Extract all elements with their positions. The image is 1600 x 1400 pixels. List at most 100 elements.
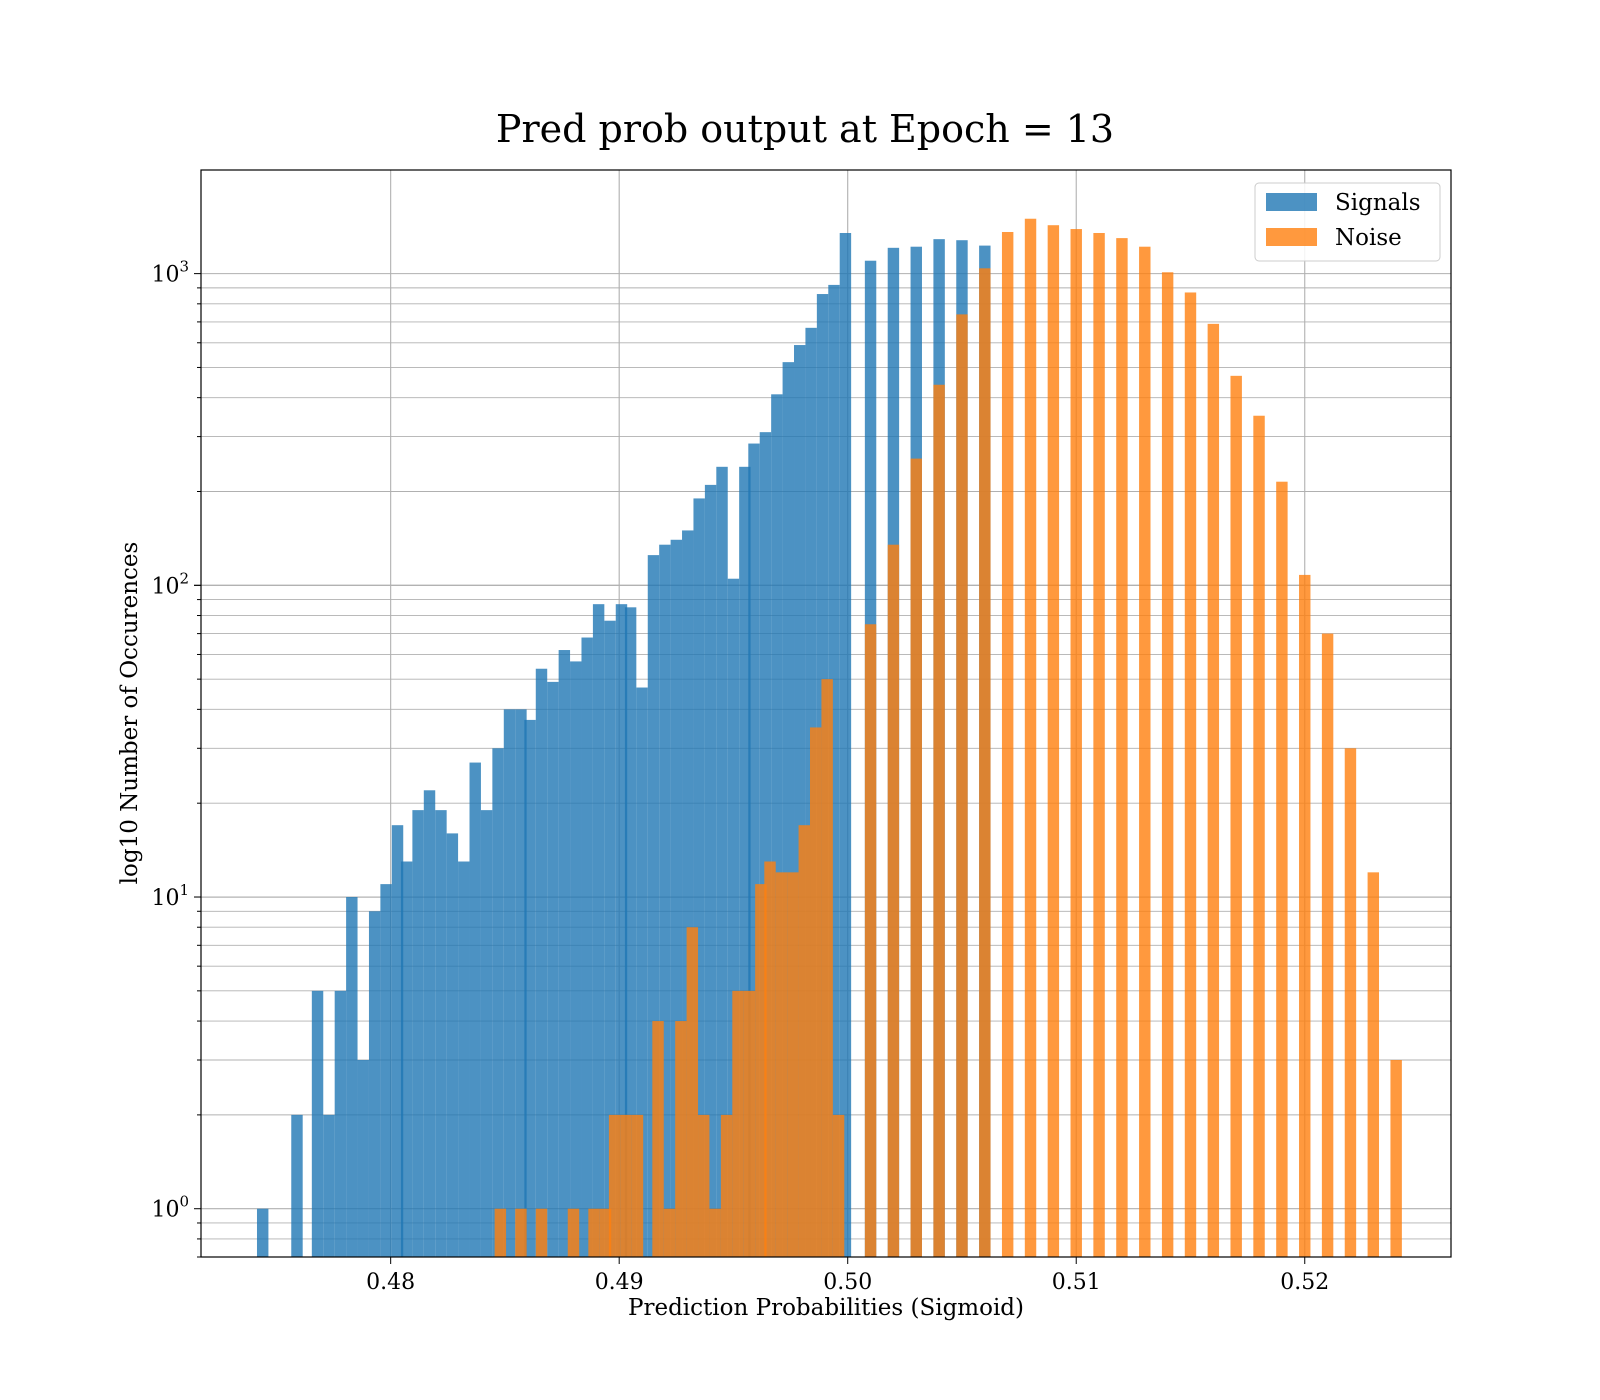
bar-noise xyxy=(675,1021,687,1257)
bar-noise xyxy=(1070,229,1082,1258)
chart-title: Pred prob output at Epoch = 13 xyxy=(496,107,1114,151)
bar-signals xyxy=(458,861,470,1257)
bar-noise xyxy=(515,1208,527,1257)
x-tick-label: 0.49 xyxy=(595,1270,644,1295)
bar-noise xyxy=(743,990,756,1257)
y-axis-label: log10 Number of Occurences xyxy=(117,542,143,885)
legend-swatch-noise xyxy=(1266,228,1317,246)
bar-signals xyxy=(624,607,637,1257)
bar-noise xyxy=(1001,231,1014,1257)
series-noise xyxy=(494,218,1402,1258)
bar-signals xyxy=(771,394,783,1257)
bar-noise xyxy=(494,1208,507,1257)
legend: Signals Noise xyxy=(1254,182,1441,262)
bar-signals xyxy=(446,833,459,1257)
bar-signals xyxy=(739,466,751,1258)
bar-signals xyxy=(716,466,728,1258)
bar-noise xyxy=(1024,218,1037,1257)
bar-noise xyxy=(979,268,991,1257)
bar-signals xyxy=(604,620,616,1257)
bar-noise xyxy=(535,1208,548,1257)
y-tick-label: 102 xyxy=(151,569,189,599)
y-tick-exponent: 2 xyxy=(179,569,189,587)
y-tick-base: 10 xyxy=(151,886,179,911)
bar-signals xyxy=(647,555,660,1257)
bar-noise xyxy=(1367,872,1380,1257)
bar-signals xyxy=(659,544,671,1257)
bar-noise xyxy=(698,1114,710,1257)
bar-signals xyxy=(412,810,424,1257)
bar-signals xyxy=(615,604,628,1257)
bar-signals xyxy=(368,911,381,1257)
bar-noise xyxy=(652,1021,664,1257)
bar-noise xyxy=(832,1114,845,1257)
y-tick-base: 10 xyxy=(151,1198,179,1223)
bar-noise xyxy=(1230,375,1242,1257)
bar-noise xyxy=(608,1114,621,1257)
bar-signals xyxy=(794,345,806,1257)
y-tick-exponent: 0 xyxy=(179,1193,189,1211)
bar-noise xyxy=(1093,232,1105,1257)
bar-noise xyxy=(1139,246,1151,1258)
bar-signals xyxy=(380,884,392,1257)
bar-signals xyxy=(391,825,404,1257)
bar-noise xyxy=(1321,633,1334,1257)
bar-signals xyxy=(592,604,605,1257)
bar-noise xyxy=(956,314,968,1258)
x-tick-label: 0.51 xyxy=(1052,1270,1101,1295)
bar-noise xyxy=(686,927,699,1257)
bar-signals xyxy=(547,681,559,1257)
bar-signals xyxy=(423,790,436,1257)
bar-noise xyxy=(567,1208,580,1257)
bar-signals xyxy=(558,650,571,1257)
bar-noise xyxy=(821,679,833,1257)
legend-label-signals: Signals xyxy=(1335,190,1421,216)
bar-noise xyxy=(1276,481,1288,1257)
bar-signals xyxy=(515,709,527,1257)
y-tick-exponent: 3 xyxy=(179,258,189,276)
bar-signals xyxy=(435,810,447,1257)
bar-noise xyxy=(1207,323,1220,1258)
bar-signals xyxy=(828,284,840,1258)
bar-signals xyxy=(759,432,772,1257)
bar-signals xyxy=(311,990,324,1257)
bar-signals xyxy=(469,762,481,1257)
bar-noise xyxy=(1116,238,1128,1257)
bar-signals xyxy=(400,861,413,1257)
bar-signals xyxy=(503,709,516,1257)
bar-signals xyxy=(727,578,740,1257)
bar-signals xyxy=(334,990,347,1257)
bar-noise xyxy=(599,1208,612,1257)
bar-signals xyxy=(581,637,593,1257)
x-tick-label: 0.50 xyxy=(823,1270,872,1295)
bar-signals xyxy=(323,1114,335,1257)
bar-noise xyxy=(1161,272,1174,1258)
bars xyxy=(256,218,1402,1258)
bar-noise xyxy=(1299,574,1311,1257)
y-tick-base: 10 xyxy=(151,263,179,288)
y-tick-label: 101 xyxy=(151,881,189,911)
bar-noise xyxy=(787,872,799,1257)
bar-noise xyxy=(764,861,776,1257)
bar-noise xyxy=(810,727,822,1257)
x-tick-label: 0.48 xyxy=(366,1270,415,1295)
bar-signals xyxy=(357,1059,369,1257)
bar-signals xyxy=(670,539,683,1257)
bar-signals xyxy=(704,484,717,1257)
bar-noise xyxy=(631,1114,644,1257)
bar-noise xyxy=(1253,415,1265,1258)
bar-noise xyxy=(732,990,744,1257)
x-tick-label: 0.52 xyxy=(1280,1270,1329,1295)
y-tick-exponent: 1 xyxy=(179,881,189,899)
bar-noise xyxy=(864,624,877,1257)
bar-signals xyxy=(291,1114,303,1257)
y-tick-label: 100 xyxy=(151,1193,189,1223)
bar-signals xyxy=(346,897,358,1257)
bar-signals xyxy=(570,661,582,1257)
bar-noise xyxy=(1344,748,1357,1257)
bar-noise xyxy=(1047,225,1060,1257)
y-tick-label: 103 xyxy=(151,258,189,288)
legend-label-noise: Noise xyxy=(1335,225,1402,251)
